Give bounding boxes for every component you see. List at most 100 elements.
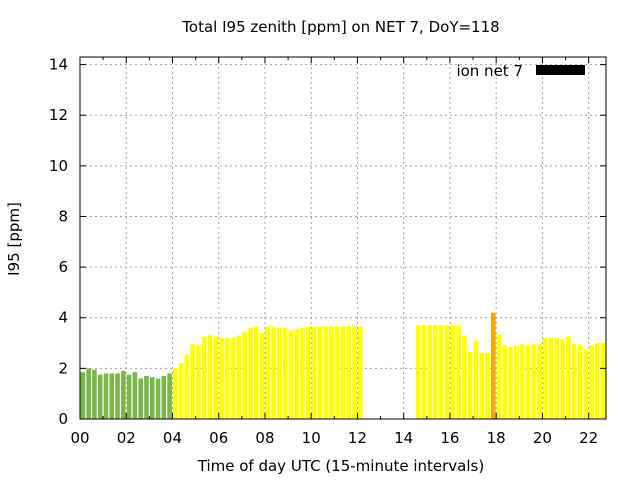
y-tick-label: 2 bbox=[58, 359, 68, 377]
bar bbox=[306, 326, 311, 419]
bar bbox=[490, 312, 496, 419]
bar bbox=[207, 335, 213, 419]
bar bbox=[589, 345, 594, 419]
bar bbox=[213, 336, 219, 419]
bars bbox=[80, 312, 606, 419]
bar bbox=[236, 335, 242, 419]
bar bbox=[548, 337, 554, 419]
ticks bbox=[79, 57, 606, 420]
y-tick-label: 4 bbox=[58, 309, 68, 327]
bar bbox=[121, 370, 126, 419]
x-tick-label: 16 bbox=[440, 429, 459, 447]
bar bbox=[537, 344, 542, 419]
bar bbox=[508, 346, 513, 419]
bar bbox=[288, 330, 294, 419]
y-tick-label: 10 bbox=[49, 157, 68, 175]
bar bbox=[294, 329, 300, 419]
bar bbox=[300, 327, 305, 419]
bar bbox=[167, 373, 172, 419]
bar bbox=[190, 344, 196, 419]
bar bbox=[462, 335, 467, 419]
x-tick-label: 10 bbox=[302, 429, 321, 447]
y-tick-label: 12 bbox=[49, 106, 68, 124]
bar bbox=[155, 378, 161, 419]
bar bbox=[126, 374, 132, 419]
bar bbox=[444, 325, 450, 419]
y-tick-label: 6 bbox=[58, 258, 68, 276]
bar bbox=[427, 325, 432, 419]
bar bbox=[230, 337, 236, 419]
bar bbox=[595, 343, 600, 419]
bar bbox=[225, 337, 230, 419]
bar bbox=[219, 337, 224, 419]
x-axis-label: Time of day UTC (15-minute intervals) bbox=[197, 457, 484, 475]
bar bbox=[346, 326, 352, 419]
bar bbox=[242, 331, 248, 419]
bar bbox=[323, 326, 328, 419]
bar bbox=[248, 327, 253, 419]
bar bbox=[271, 326, 276, 419]
bar bbox=[560, 339, 565, 419]
bar bbox=[86, 368, 91, 419]
bar bbox=[178, 363, 184, 419]
bar bbox=[80, 372, 86, 419]
bar bbox=[329, 326, 334, 419]
bar bbox=[144, 375, 149, 419]
bar bbox=[473, 340, 479, 419]
bar bbox=[161, 375, 167, 419]
y-axis-label: I95 [ppm] bbox=[5, 202, 23, 276]
bar bbox=[311, 326, 317, 419]
bar bbox=[173, 368, 178, 419]
bar bbox=[92, 369, 97, 419]
bar bbox=[514, 345, 519, 419]
bar bbox=[265, 326, 271, 419]
bar bbox=[450, 325, 456, 419]
y-tick-label: 0 bbox=[58, 410, 68, 428]
y-tick-label: 8 bbox=[58, 207, 68, 225]
bar bbox=[109, 373, 115, 419]
chart-title: Total I95 zenith [ppm] on NET 7, DoY=118 bbox=[181, 18, 499, 36]
bar bbox=[358, 326, 363, 419]
bar bbox=[600, 343, 606, 419]
y-tick-label: 14 bbox=[49, 56, 68, 74]
bar bbox=[467, 351, 473, 419]
bar bbox=[456, 325, 461, 419]
bar bbox=[583, 349, 589, 419]
bar bbox=[132, 372, 138, 419]
bar bbox=[433, 325, 438, 419]
bar bbox=[317, 326, 323, 419]
legend-label: ion net 7 bbox=[456, 62, 523, 80]
bar bbox=[115, 373, 120, 419]
plot-frame bbox=[79, 56, 607, 420]
bar bbox=[138, 378, 143, 419]
bar bbox=[525, 345, 531, 419]
bar bbox=[352, 326, 357, 419]
x-tick-label: 04 bbox=[163, 429, 182, 447]
bar bbox=[438, 325, 444, 419]
bar bbox=[554, 337, 560, 419]
x-tick-label: 20 bbox=[533, 429, 552, 447]
bar bbox=[103, 373, 109, 419]
bar bbox=[502, 345, 508, 419]
x-tick-label: 12 bbox=[348, 429, 367, 447]
x-tick-label: 00 bbox=[70, 429, 89, 447]
legend-swatch bbox=[536, 65, 585, 75]
bar bbox=[340, 326, 346, 419]
bar bbox=[149, 377, 155, 419]
bar bbox=[531, 344, 537, 419]
bar bbox=[334, 326, 340, 419]
bar bbox=[519, 344, 525, 419]
x-tick-label: 06 bbox=[209, 429, 228, 447]
bar bbox=[415, 325, 421, 419]
bar bbox=[277, 327, 282, 419]
bar bbox=[97, 374, 103, 419]
bar bbox=[577, 344, 583, 419]
bar bbox=[479, 353, 485, 419]
bar bbox=[421, 325, 427, 419]
x-tick-label: 18 bbox=[487, 429, 506, 447]
bar bbox=[282, 327, 288, 419]
bar bbox=[485, 353, 490, 419]
x-tick-label: 02 bbox=[117, 429, 136, 447]
